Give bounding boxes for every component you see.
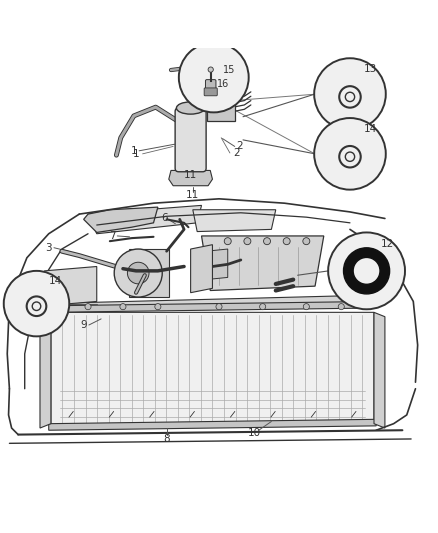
Circle shape [216, 304, 222, 310]
Text: 11: 11 [184, 170, 197, 180]
Polygon shape [191, 245, 212, 293]
Text: 12: 12 [381, 239, 395, 249]
Text: 2: 2 [233, 148, 240, 158]
Circle shape [63, 304, 69, 310]
Text: 3: 3 [46, 243, 52, 253]
Polygon shape [374, 312, 385, 428]
Circle shape [244, 238, 251, 245]
Text: 2: 2 [237, 141, 243, 151]
Circle shape [155, 304, 161, 310]
Circle shape [4, 271, 69, 336]
Text: 10: 10 [247, 429, 261, 438]
Polygon shape [84, 207, 158, 232]
Circle shape [283, 238, 290, 245]
Circle shape [314, 58, 386, 130]
FancyBboxPatch shape [205, 79, 216, 91]
FancyBboxPatch shape [204, 88, 217, 96]
Text: 15: 15 [223, 64, 235, 75]
Polygon shape [130, 249, 169, 297]
Circle shape [264, 238, 271, 245]
Circle shape [179, 43, 249, 112]
Polygon shape [206, 249, 228, 280]
Circle shape [328, 232, 405, 309]
Text: 9: 9 [80, 320, 87, 330]
Circle shape [114, 249, 162, 297]
FancyBboxPatch shape [207, 94, 235, 120]
Circle shape [224, 238, 231, 245]
Circle shape [338, 304, 344, 310]
Circle shape [303, 304, 309, 310]
Circle shape [120, 304, 126, 310]
Text: 14: 14 [364, 124, 377, 134]
Polygon shape [193, 210, 276, 231]
Polygon shape [88, 205, 201, 234]
Text: 6: 6 [161, 213, 168, 223]
Text: 13: 13 [364, 64, 377, 74]
Circle shape [314, 118, 386, 190]
Text: 14: 14 [49, 276, 62, 286]
Circle shape [127, 262, 149, 284]
Polygon shape [44, 266, 97, 306]
Text: 1: 1 [131, 146, 137, 156]
Polygon shape [169, 171, 212, 185]
Circle shape [208, 67, 213, 72]
Text: 1: 1 [133, 149, 139, 159]
Circle shape [85, 304, 91, 310]
Polygon shape [49, 302, 376, 312]
Polygon shape [51, 312, 374, 428]
Text: 8: 8 [163, 433, 170, 443]
Polygon shape [201, 236, 324, 290]
Wedge shape [343, 248, 390, 294]
Polygon shape [44, 295, 381, 312]
FancyBboxPatch shape [175, 108, 206, 172]
Text: 16: 16 [217, 79, 229, 89]
Polygon shape [49, 419, 376, 430]
FancyBboxPatch shape [187, 75, 198, 85]
Polygon shape [40, 312, 51, 428]
Circle shape [260, 304, 266, 310]
Ellipse shape [177, 102, 205, 114]
Text: 11: 11 [186, 190, 199, 200]
Text: 7: 7 [109, 231, 115, 241]
Circle shape [303, 238, 310, 245]
